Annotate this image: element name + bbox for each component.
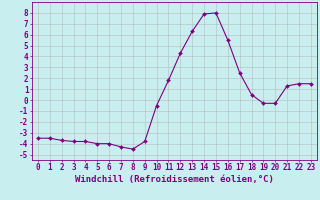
X-axis label: Windchill (Refroidissement éolien,°C): Windchill (Refroidissement éolien,°C) — [75, 175, 274, 184]
